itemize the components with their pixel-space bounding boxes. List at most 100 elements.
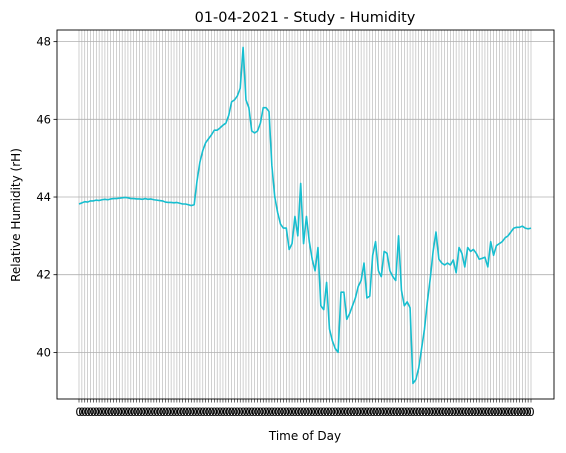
- x-tick-label: 0: [355, 405, 362, 419]
- x-tick-label: 0: [153, 405, 160, 419]
- x-tick-label: 0: [127, 405, 134, 419]
- x-tick-label: 0: [121, 405, 128, 419]
- x-tick-label: 0: [182, 405, 189, 419]
- x-tick-label: 0: [214, 405, 221, 419]
- x-tick-label: 0: [286, 405, 293, 419]
- x-tick-label: 0: [352, 405, 359, 419]
- x-tick-label: 0: [199, 405, 206, 419]
- x-tick-label: 0: [501, 405, 508, 419]
- x-tick-label: 0: [280, 405, 287, 419]
- x-tick-label: 0: [499, 405, 506, 419]
- x-tick-label: 0: [188, 405, 195, 419]
- x-tick-label: 0: [242, 405, 249, 419]
- x-tick-label: 0: [81, 405, 88, 419]
- x-tick-label: 0: [481, 405, 488, 419]
- x-tick-label: 0: [473, 405, 480, 419]
- x-tick-label: 0: [329, 405, 336, 419]
- x-tick-label: 0: [130, 405, 137, 419]
- x-tick-label: 0: [133, 405, 140, 419]
- x-tick-label: 0: [75, 405, 82, 419]
- x-tick-label: 0: [415, 405, 422, 419]
- x-tick-label: 0: [447, 405, 454, 419]
- x-tick-label: 0: [427, 405, 434, 419]
- x-tick-label: 0: [478, 405, 485, 419]
- x-tick-label: 0: [228, 405, 235, 419]
- x-tick-label: 0: [429, 405, 436, 419]
- x-tick-label: 0: [104, 405, 111, 419]
- y-tick-label: 40: [36, 345, 51, 359]
- x-tick-label: 0: [179, 405, 186, 419]
- x-tick-label: 0: [262, 405, 269, 419]
- x-tick-label: 0: [139, 405, 146, 419]
- x-tick-label: 0: [314, 405, 321, 419]
- x-tick-label: 0: [493, 405, 500, 419]
- x-tick-label: 0: [435, 405, 442, 419]
- x-tick-label: 0: [257, 405, 264, 419]
- x-tick-label: 0: [375, 405, 382, 419]
- x-tick-label: 0: [144, 405, 151, 419]
- x-tick-label: 0: [119, 405, 126, 419]
- x-tick-label: 0: [381, 405, 388, 419]
- x-tick-label: 0: [251, 405, 258, 419]
- x-tick-label: 0: [167, 405, 174, 419]
- x-tick-label: 0: [464, 405, 471, 419]
- x-tick-label: 0: [193, 405, 200, 419]
- x-tick-label: 0: [265, 405, 272, 419]
- x-tick-label: 0: [398, 405, 405, 419]
- x-tick-label: 0: [346, 405, 353, 419]
- x-tick-label: 0: [248, 405, 255, 419]
- x-tick-label: 0: [404, 405, 411, 419]
- x-tick-label: 0: [444, 405, 451, 419]
- y-tick-label: 42: [36, 268, 51, 282]
- x-tick-label: 0: [386, 405, 393, 419]
- x-tick-label: 0: [150, 405, 157, 419]
- x-tick-label: 0: [513, 405, 520, 419]
- x-tick-label: 0: [372, 405, 379, 419]
- x-tick-label: 0: [441, 405, 448, 419]
- x-tick-label: 0: [78, 405, 85, 419]
- x-tick-label: 0: [450, 405, 457, 419]
- x-tick-label: 0: [516, 405, 523, 419]
- x-tick-label: 0: [202, 405, 209, 419]
- x-tick-label: 0: [452, 405, 459, 419]
- x-tick-label: 0: [467, 405, 474, 419]
- x-tick-label: 0: [519, 405, 526, 419]
- x-tick-label: 0: [363, 405, 370, 419]
- x-tick-label: 0: [323, 405, 330, 419]
- x-tick-label: 0: [234, 405, 241, 419]
- x-tick-label: 0: [291, 405, 298, 419]
- x-tick-label: 0: [484, 405, 491, 419]
- x-tick-label: 0: [378, 405, 385, 419]
- x-tick-label: 0: [487, 405, 494, 419]
- y-tick-label: 46: [36, 112, 51, 126]
- x-tick-label: 0: [395, 405, 402, 419]
- y-tick-label: 44: [36, 190, 51, 204]
- x-tick-label: 0: [432, 405, 439, 419]
- x-tick-label: 0: [383, 405, 390, 419]
- x-tick-label: 0: [271, 405, 278, 419]
- x-tick-label: 0: [107, 405, 114, 419]
- x-tick-label: 0: [176, 405, 183, 419]
- x-tick-label: 0: [392, 405, 399, 419]
- x-tick-label: 0: [470, 405, 477, 419]
- x-tick-label: 0: [98, 405, 105, 419]
- y-gridlines: [57, 41, 554, 353]
- x-tick-label: 0: [237, 405, 244, 419]
- x-tick-label: 0: [320, 405, 327, 419]
- x-tick-label: 0: [162, 405, 169, 419]
- x-tick-label: 0: [110, 405, 117, 419]
- x-tick-label: 0: [254, 405, 261, 419]
- plot-frame: [56, 29, 555, 400]
- y-tick-label: 48: [36, 35, 51, 49]
- x-tick-label: 0: [455, 405, 462, 419]
- x-tick-label: 0: [421, 405, 428, 419]
- x-tick-label: 0: [343, 405, 350, 419]
- x-tick-label: 0: [239, 405, 246, 419]
- x-tick-label: 0: [277, 405, 284, 419]
- x-tick-label: 0: [216, 405, 223, 419]
- x-gridlines: [78, 30, 532, 399]
- x-tick-label: 0: [297, 405, 304, 419]
- x-tick-label: 0: [288, 405, 295, 419]
- x-tick-label: 0: [90, 405, 97, 419]
- x-tick-label: 0: [522, 405, 529, 419]
